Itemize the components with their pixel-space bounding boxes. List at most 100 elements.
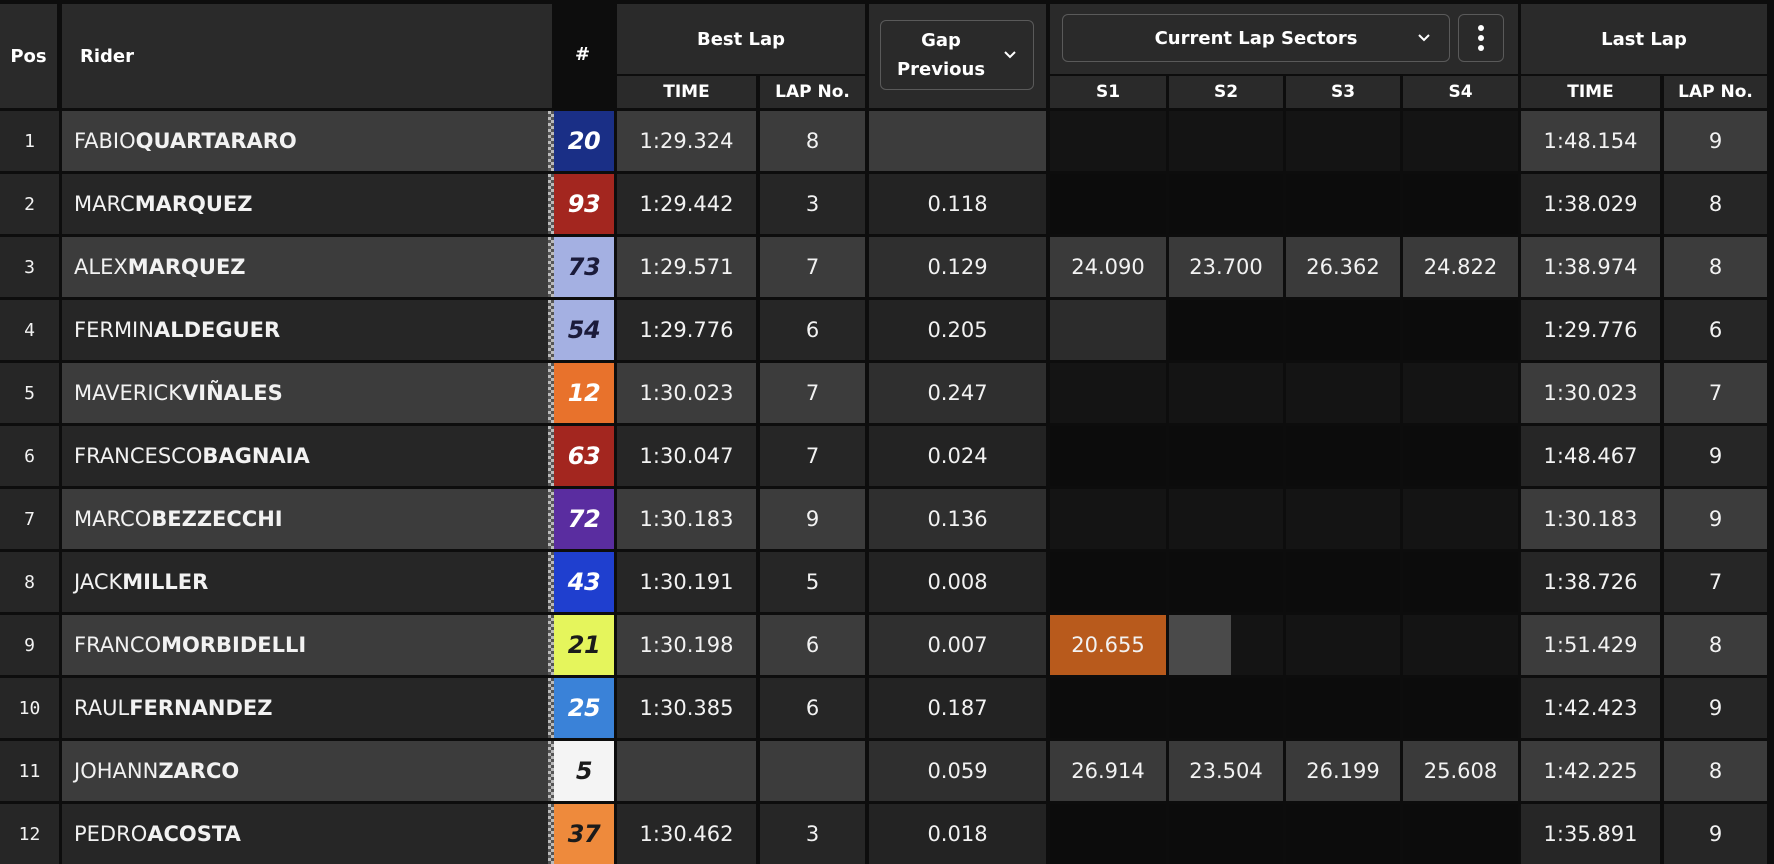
last-lap-number-cell: 9 — [1664, 489, 1767, 549]
gap-previous-cell: 0.024 — [869, 426, 1046, 486]
gap-previous-dropdown[interactable]: Gap Previous — [880, 20, 1034, 90]
last-lap-number-cell: 9 — [1664, 804, 1767, 864]
rider-name-cell[interactable]: FABIO QUARTARARO — [62, 111, 552, 171]
gap-previous-cell: 0.129 — [869, 237, 1046, 297]
rider-first-name: FABIO — [74, 129, 136, 153]
team-stripe — [548, 426, 554, 486]
best-lap-time-cell — [617, 741, 756, 801]
best-lap-header: Best Lap — [617, 4, 865, 74]
last-lap-time-cell: 1:38.726 — [1521, 552, 1660, 612]
rider-name-cell[interactable]: JOHANN ZARCO — [62, 741, 552, 801]
last-lap-number-cell: 8 — [1664, 741, 1767, 801]
rider-first-name: FERMIN — [74, 318, 154, 342]
sector-s4-cell — [1403, 678, 1518, 738]
rider-number-badge: 54 — [554, 300, 614, 360]
last-lap-number-cell: 9 — [1664, 426, 1767, 486]
best-lap-time-cell: 1:30.462 — [617, 804, 756, 864]
best-lap-number-cell: 3 — [760, 804, 865, 864]
rider-name-cell[interactable]: JACK MILLER — [62, 552, 552, 612]
last-lap-time-cell: 1:42.225 — [1521, 741, 1660, 801]
last-lap-time-cell: 1:38.974 — [1521, 237, 1660, 297]
position-cell: 12 — [0, 804, 59, 864]
rider-last-name: MILLER — [122, 570, 209, 594]
gap-previous-cell: 0.187 — [869, 678, 1046, 738]
position-cell: 8 — [0, 552, 59, 612]
more-options-button[interactable] — [1458, 14, 1504, 62]
current-lap-sectors-dropdown[interactable]: Current Lap Sectors — [1062, 14, 1450, 62]
sector-s3-cell — [1286, 174, 1400, 234]
best-lap-number-cell: 8 — [760, 111, 865, 171]
sector-s1-cell — [1050, 111, 1166, 171]
sector-s3-cell — [1286, 363, 1400, 423]
position-cell: 11 — [0, 741, 59, 801]
rider-name-cell[interactable]: FRANCO MORBIDELLI — [62, 615, 552, 675]
sector-s3-cell: 26.199 — [1286, 741, 1400, 801]
position-cell: 5 — [0, 363, 59, 423]
rider-name-cell[interactable]: FERMIN ALDEGUER — [62, 300, 552, 360]
team-stripe — [548, 552, 554, 612]
best-lap-number-cell — [760, 741, 865, 801]
sector-s3-cell — [1286, 678, 1400, 738]
position-cell: 10 — [0, 678, 59, 738]
more-vertical-icon — [1478, 25, 1484, 51]
best-lap-number-cell: 6 — [760, 615, 865, 675]
sector-s4-cell — [1403, 363, 1518, 423]
sector-progress-bar — [1050, 300, 1166, 360]
sectors-dropdown-label: Current Lap Sectors — [1154, 27, 1358, 49]
sector-s4-cell — [1403, 426, 1518, 486]
rider-name-cell[interactable]: MAVERICK VIÑALES — [62, 363, 552, 423]
rider-name-cell[interactable]: FRANCESCO BAGNAIA — [62, 426, 552, 486]
sector-s2-cell — [1169, 363, 1283, 423]
last-lap-time-cell: 1:51.429 — [1521, 615, 1660, 675]
position-cell: 4 — [0, 300, 59, 360]
sector-s4-cell: 25.608 — [1403, 741, 1518, 801]
rider-last-name: MARQUEZ — [134, 192, 253, 216]
sector-s2-cell — [1169, 489, 1283, 549]
position-cell: 2 — [0, 174, 59, 234]
gap-previous-cell: 0.007 — [869, 615, 1046, 675]
sector-s2-cell — [1169, 426, 1283, 486]
best-lap-number-cell: 7 — [760, 363, 865, 423]
rider-last-name: QUARTARARO — [135, 129, 297, 153]
rider-first-name: FRANCO — [74, 633, 162, 657]
rider-name-cell[interactable]: ALEX MARQUEZ — [62, 237, 552, 297]
rider-number-badge: 43 — [554, 552, 614, 612]
best-lap-number-cell: 6 — [760, 300, 865, 360]
sector-s1-cell — [1050, 804, 1166, 864]
best-lap-time-cell: 1:30.047 — [617, 426, 756, 486]
best-lap-time-cell: 1:30.385 — [617, 678, 756, 738]
sector-s1-cell — [1050, 363, 1166, 423]
team-stripe — [548, 804, 554, 864]
sector-s1-cell — [1050, 489, 1166, 549]
rider-last-name: ACOSTA — [147, 822, 241, 846]
last-lap-number-cell: 9 — [1664, 678, 1767, 738]
position-cell: 3 — [0, 237, 59, 297]
last-lap-number-cell: 8 — [1664, 237, 1767, 297]
best-lap-number-cell: 6 — [760, 678, 865, 738]
last-lap-header: Last Lap — [1521, 4, 1767, 74]
rider-name-cell[interactable]: MARC MARQUEZ — [62, 174, 552, 234]
rider-name-cell[interactable]: PEDRO ACOSTA — [62, 804, 552, 864]
sector-s3-cell — [1286, 615, 1400, 675]
sector-s3-cell — [1286, 111, 1400, 171]
best-lap-number-cell: 5 — [760, 552, 865, 612]
sector-s1-cell: 24.090 — [1050, 237, 1166, 297]
gap-previous-cell: 0.205 — [869, 300, 1046, 360]
last-lap-time-cell: 1:30.023 — [1521, 363, 1660, 423]
s4-subheader: S4 — [1403, 76, 1518, 108]
sector-s4-cell: 24.822 — [1403, 237, 1518, 297]
sector-progress-bar — [1169, 615, 1231, 675]
sector-s4-cell — [1403, 174, 1518, 234]
last-lap-time-cell: 1:35.891 — [1521, 804, 1660, 864]
rider-name-cell[interactable]: RAUL FERNANDEZ — [62, 678, 552, 738]
sector-s1-cell — [1050, 174, 1166, 234]
rider-number-badge: 25 — [554, 678, 614, 738]
gap-previous-cell — [869, 111, 1046, 171]
best-lap-time-cell: 1:29.442 — [617, 174, 756, 234]
last-lap-time-cell: 1:38.029 — [1521, 174, 1660, 234]
last-lap-number-cell: 6 — [1664, 300, 1767, 360]
rider-name-cell[interactable]: MARCO BEZZECCHI — [62, 489, 552, 549]
sector-s1-cell — [1050, 426, 1166, 486]
best-lap-time-cell: 1:29.776 — [617, 300, 756, 360]
rider-first-name: PEDRO — [74, 822, 148, 846]
